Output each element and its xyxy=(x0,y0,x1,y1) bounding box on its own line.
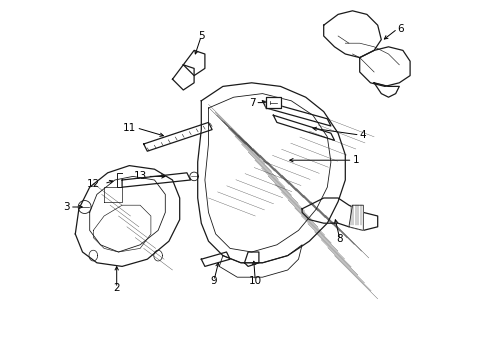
Polygon shape xyxy=(348,205,363,230)
Polygon shape xyxy=(273,115,334,140)
Text: 10: 10 xyxy=(248,276,262,286)
Polygon shape xyxy=(244,252,258,266)
Polygon shape xyxy=(302,198,377,230)
Polygon shape xyxy=(323,11,381,58)
Polygon shape xyxy=(265,97,280,108)
Text: 9: 9 xyxy=(210,276,217,286)
Text: 4: 4 xyxy=(359,130,366,140)
Text: 12: 12 xyxy=(87,179,101,189)
Text: 1: 1 xyxy=(352,155,358,165)
Text: 3: 3 xyxy=(63,202,70,212)
Polygon shape xyxy=(359,47,409,86)
Text: 13: 13 xyxy=(134,171,147,181)
Polygon shape xyxy=(183,50,204,76)
Text: 5: 5 xyxy=(198,31,204,41)
Polygon shape xyxy=(75,166,179,266)
Text: 2: 2 xyxy=(113,283,120,293)
Text: 8: 8 xyxy=(336,234,343,244)
Polygon shape xyxy=(201,252,230,266)
Text: 6: 6 xyxy=(397,24,403,34)
Polygon shape xyxy=(373,83,399,97)
Text: 11: 11 xyxy=(123,123,136,133)
Text: 7: 7 xyxy=(248,98,255,108)
Polygon shape xyxy=(172,65,194,90)
Polygon shape xyxy=(122,173,190,187)
Polygon shape xyxy=(197,83,345,263)
Polygon shape xyxy=(143,122,212,151)
Polygon shape xyxy=(262,101,330,126)
